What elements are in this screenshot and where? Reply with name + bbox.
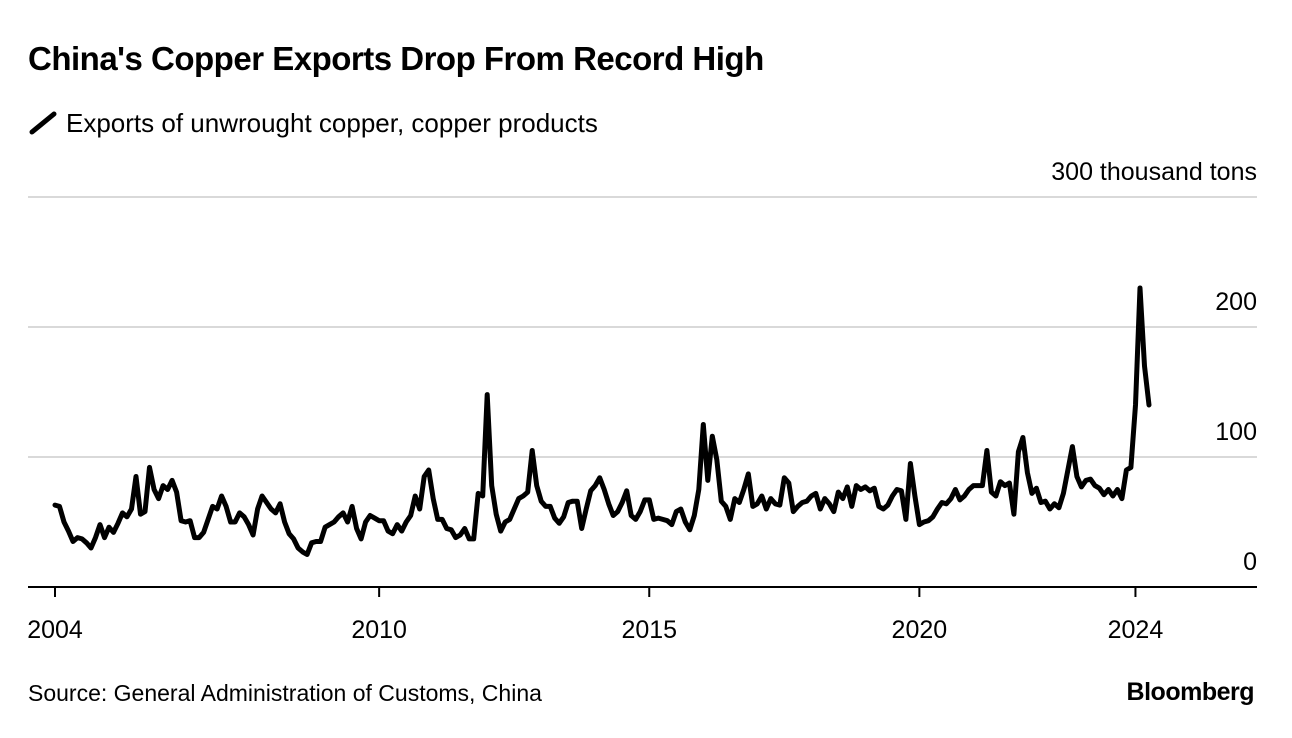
legend: Exports of unwrought copper, copper prod… <box>28 106 598 140</box>
brand-logo: Bloomberg <box>1126 678 1255 706</box>
x-tick-label-2010: 2010 <box>351 616 407 644</box>
line-series-swatch-icon <box>29 111 57 135</box>
y-axis-labels: 0 100 200 300 thousand tons <box>1051 158 1257 576</box>
series-layer <box>52 285 1152 557</box>
x-tick-label-2024: 2024 <box>1108 616 1164 644</box>
x-axis: 2004 2010 2015 2020 2024 <box>27 586 1257 644</box>
x-tick-label-2004: 2004 <box>27 616 83 644</box>
series-line-0 <box>52 285 1152 557</box>
chart-title: China's Copper Exports Drop From Record … <box>28 40 764 77</box>
x-tick-label-2020: 2020 <box>892 616 948 644</box>
gridlines <box>28 196 1257 458</box>
y-tick-label-300: 300 thousand tons <box>1051 158 1257 186</box>
legend-label: Exports of unwrought copper, copper prod… <box>66 107 598 138</box>
x-tick-label-2015: 2015 <box>621 616 677 644</box>
y-tick-label-100: 100 <box>1215 418 1257 446</box>
y-tick-label-0: 0 <box>1243 548 1257 576</box>
y-tick-label-200: 200 <box>1215 288 1257 316</box>
source-note: Source: General Administration of Custom… <box>28 680 542 706</box>
